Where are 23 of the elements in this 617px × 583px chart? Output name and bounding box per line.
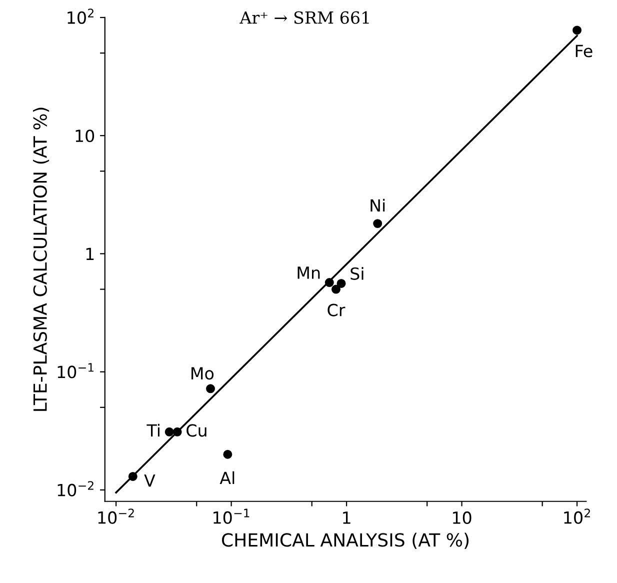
y-tick-label: 10	[76, 130, 94, 142]
y-axis-title: LTE-PLASMA CALCULATION (AT %)	[32, 108, 50, 411]
x-tick-label: 1	[343, 512, 350, 524]
x-tick-label: 10	[453, 511, 472, 524]
chart-title: Ar⁺ → SRM 661	[240, 11, 369, 24]
x-tick-label: 10$^{−1}$	[214, 508, 250, 524]
annotation: V	[144, 474, 156, 487]
annotation: Al	[220, 471, 234, 484]
annotation: Cu	[186, 424, 206, 437]
y-tick-label: 10$^{−1}$	[58, 363, 94, 378]
y-tick-label: 1	[86, 248, 94, 260]
y-tick-label: 10$^{2}$	[68, 8, 94, 24]
annotation: Mn	[298, 266, 320, 279]
annotation: Mo	[192, 367, 214, 380]
annotation: Ti	[146, 424, 160, 436]
annotation: Cr	[328, 304, 346, 316]
annotation: Fe	[576, 44, 592, 58]
annotation: Ni	[370, 198, 385, 212]
y-tick-label: 10$^{−2}$	[58, 481, 94, 496]
annotation: Si	[350, 267, 364, 280]
x-tick-label: 10$^{−2}$	[98, 508, 134, 524]
x-axis-title: CHEMICAL ANALYSIS (AT %)	[222, 532, 469, 549]
x-tick-label: 10$^{2}$	[564, 508, 590, 524]
